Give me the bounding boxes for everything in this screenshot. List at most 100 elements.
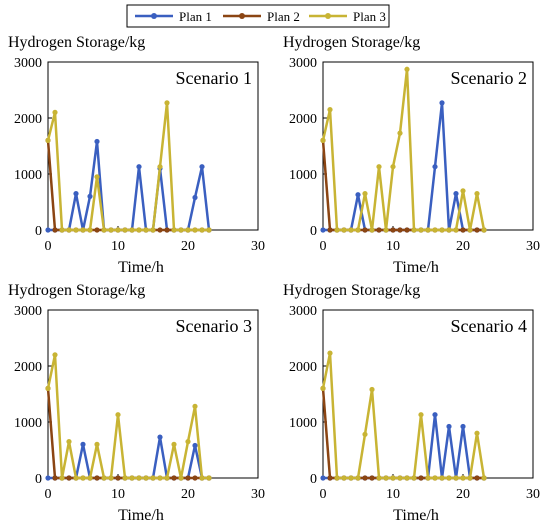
y-tick-label: 3000 [14,56,42,71]
data-point-plan-3 [334,227,340,233]
y-tick-label: 2000 [14,360,42,375]
x-tick-label: 10 [111,239,125,254]
scenario-title: Scenario 3 [176,316,252,336]
data-point-plan-2 [185,475,191,481]
data-point-plan-3 [199,227,205,233]
data-point-plan-2 [369,475,375,481]
x-tick-label: 0 [45,239,52,254]
data-point-plan-2 [474,475,480,481]
data-point-plan-3 [66,227,72,233]
x-tick-label: 0 [45,487,52,502]
data-point-plan-3 [87,227,93,233]
data-point-plan-3 [150,475,156,481]
data-point-plan-3 [348,227,354,233]
legend: Plan 1 Plan 2 Plan 3 [126,4,390,28]
data-point-plan-1 [80,441,86,447]
data-point-plan-2 [164,227,170,233]
data-point-plan-3 [334,475,340,481]
data-point-plan-3 [136,227,142,233]
data-point-plan-3 [432,227,438,233]
x-tick-label: 10 [386,487,400,502]
data-point-plan-3 [453,227,459,233]
data-point-plan-3 [206,475,212,481]
x-tick-label: 30 [251,487,265,502]
legend-marker-plan-3 [325,13,331,19]
data-point-plan-1 [192,194,198,201]
data-point-plan-1 [136,164,142,170]
legend-marker-plan-2 [239,13,245,19]
data-point-plan-3 [136,475,142,481]
legend-label-plan-2: Plan 2 [267,9,300,24]
legend-entry-plan-2: Plan 2 [223,9,300,24]
data-point-plan-1 [45,475,51,481]
data-point-plan-3 [327,350,333,356]
panel-scenario-2: Hydrogen Storage/kg 0 1000 2000 3000 0 10 20 30 T… [283,34,540,276]
data-point-plan-3 [439,475,445,481]
data-point-plan-1 [157,434,163,440]
legend-label-plan-1: Plan 1 [179,9,212,24]
data-point-plan-1 [446,423,452,430]
data-point-plan-3 [52,352,58,358]
y-tick-label: 1000 [14,416,42,431]
scenario-title: Scenario 4 [451,316,527,336]
data-point-plan-3 [327,107,333,113]
data-point-plan-2 [94,475,100,481]
data-point-plan-2 [460,227,466,233]
data-point-plan-3 [66,439,72,445]
data-point-plan-3 [178,227,184,233]
data-point-plan-3 [418,412,424,418]
x-tick-label: 20 [181,487,195,502]
data-point-plan-3 [383,475,389,481]
panel-scenario-1: Hydrogen Storage/kg 0 1000 2000 3000 0 10 20 30 T… [8,34,265,276]
data-point-plan-3 [59,227,65,233]
data-point-plan-3 [122,475,128,481]
y-axis-label: Hydrogen Storage/kg [283,34,420,51]
data-point-plan-3 [481,227,487,233]
y-axis-label: Hydrogen Storage/kg [8,34,145,51]
data-point-plan-1 [87,193,93,199]
y-tick-label: 0 [35,472,42,487]
data-point-plan-1 [460,423,466,430]
data-point-plan-3 [425,475,431,481]
data-point-plan-2 [362,475,368,481]
data-point-plan-3 [45,137,51,143]
data-point-plan-2 [94,227,100,233]
data-point-plan-3 [178,475,184,481]
data-point-plan-3 [376,164,382,170]
data-point-plan-2 [66,475,72,481]
legend-entry-plan-1: Plan 1 [135,9,212,24]
x-axis-label: Time/h [393,507,439,524]
data-point-plan-2 [474,227,480,233]
x-axis-label: Time/h [118,507,164,524]
data-point-plan-3 [411,475,417,481]
data-point-plan-1 [432,164,438,170]
data-point-plan-3 [157,164,163,170]
data-point-plan-2 [362,227,368,233]
data-point-plan-1 [320,475,326,481]
data-point-plan-3 [150,227,156,233]
y-tick-label: 3000 [14,304,42,319]
data-point-plan-3 [369,386,375,393]
data-point-plan-2 [192,475,198,481]
legend-marker-plan-1 [151,13,157,19]
data-point-plan-3 [171,227,177,233]
data-point-plan-3 [87,475,93,481]
data-point-plan-1 [199,164,205,170]
data-point-plan-3 [348,475,354,481]
data-point-plan-2 [157,227,163,233]
data-point-plan-3 [376,475,382,481]
data-point-plan-3 [129,227,135,233]
data-point-plan-3 [411,227,417,233]
data-point-plan-3 [362,191,368,197]
legend-entry-plan-3: Plan 3 [309,9,386,24]
data-point-plan-3 [397,130,403,136]
y-tick-label: 0 [310,472,317,487]
scenario-title: Scenario 1 [176,68,252,88]
x-tick-label: 20 [456,239,470,254]
data-point-plan-3 [439,227,445,233]
data-point-plan-3 [192,227,198,233]
data-point-plan-3 [80,227,86,233]
data-point-plan-3 [80,475,86,481]
data-point-plan-3 [115,412,121,418]
